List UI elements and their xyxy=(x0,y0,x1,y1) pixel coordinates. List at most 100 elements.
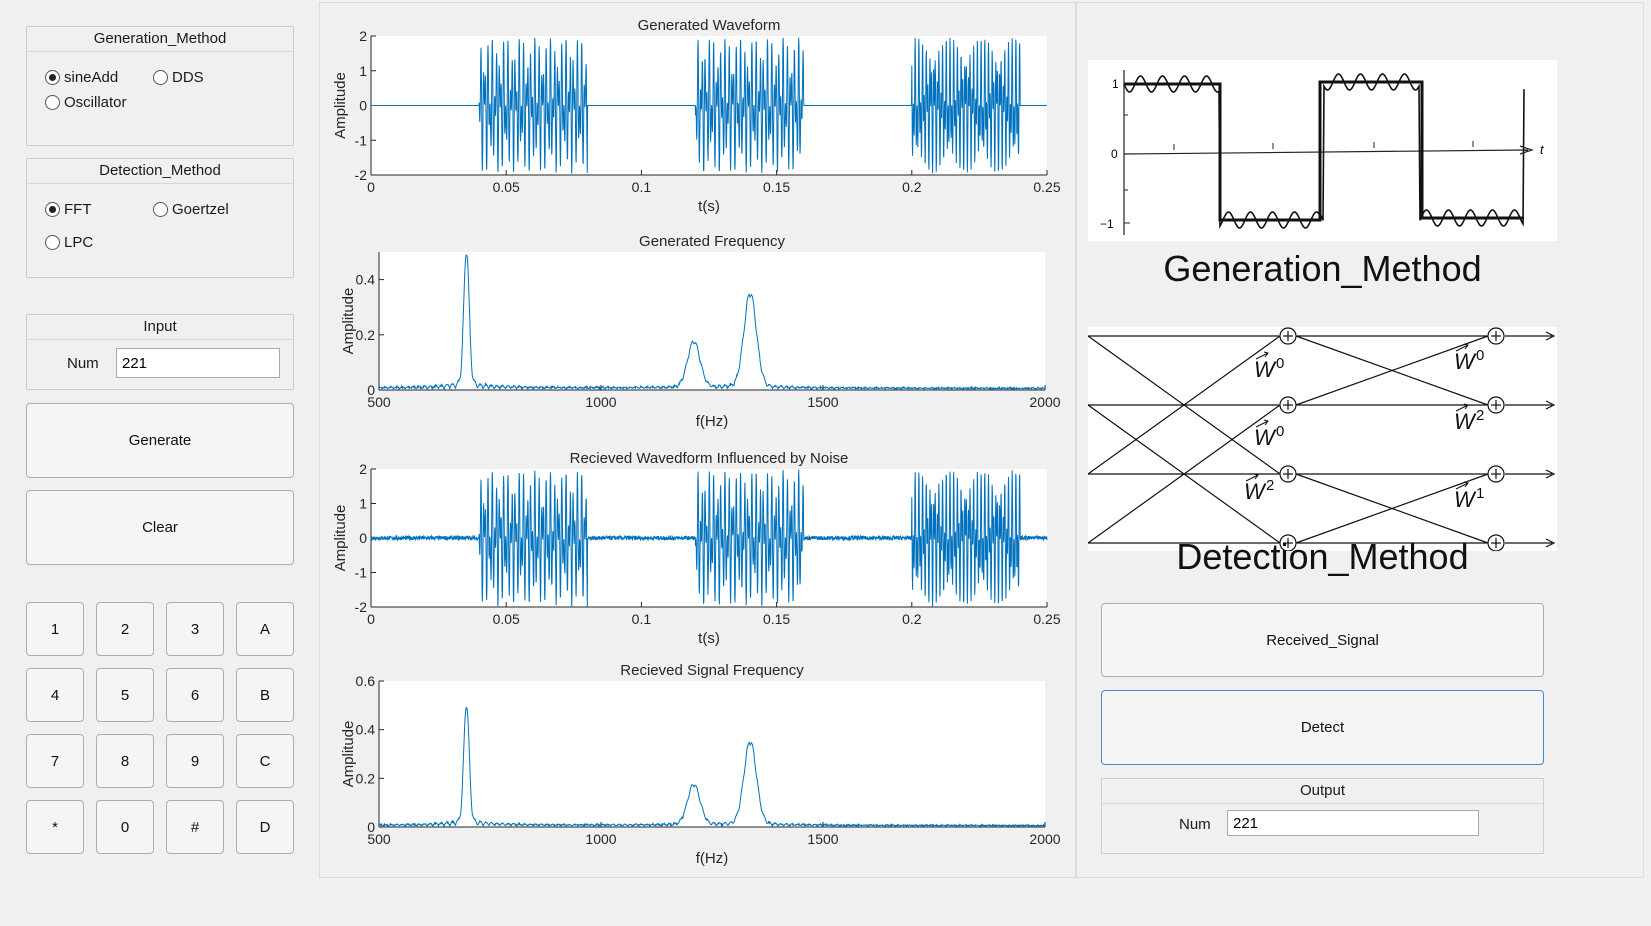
radio-dot[interactable] xyxy=(45,202,60,217)
radio-dot[interactable] xyxy=(153,70,168,85)
x-tick-label: 0.15 xyxy=(763,611,790,627)
clear-button[interactable]: Clear xyxy=(26,490,294,565)
radio-dot[interactable] xyxy=(45,95,60,110)
radio-dot[interactable] xyxy=(45,70,60,85)
x-tick-label: 0.2 xyxy=(902,179,922,195)
sq-tick-neg1: −1 xyxy=(1100,217,1114,231)
received-signal-button[interactable]: Received_Signal xyxy=(1101,603,1544,677)
x-tick-label: 0 xyxy=(367,611,375,627)
twiddle-exponent-4: 2 xyxy=(1476,407,1484,424)
input-num-field[interactable] xyxy=(116,348,280,378)
detection-method-image-label: Detection_Method xyxy=(1176,536,1469,577)
radio-label: Goertzel xyxy=(172,201,229,218)
y-tick-label: -1 xyxy=(355,565,368,581)
x-tick-label: 0.05 xyxy=(493,179,520,195)
radio-sineadd[interactable]: sineAdd xyxy=(45,69,118,86)
x-axis-label: f(Hz) xyxy=(696,413,729,430)
x-axis-label: t(s) xyxy=(698,630,720,647)
keypad-key[interactable]: 8 xyxy=(96,734,154,788)
sq-axis-t: t xyxy=(1540,142,1545,157)
keypad-key[interactable]: A xyxy=(236,602,294,656)
y-tick-label: 0.2 xyxy=(356,327,376,343)
keypad-key[interactable]: 4 xyxy=(26,668,84,722)
detection-method-group: Detection_Method FFT Goertzel LPC xyxy=(26,158,294,278)
sq-tick-0: 0 xyxy=(1111,147,1118,161)
twiddle-exponent-2: 2 xyxy=(1266,477,1274,494)
x-tick-label: 500 xyxy=(367,831,391,847)
twiddle-factor-4: W xyxy=(1454,409,1477,434)
keypad-key[interactable]: * xyxy=(26,800,84,854)
keypad-key[interactable]: 0 xyxy=(96,800,154,854)
input-group: Input Num xyxy=(26,314,294,390)
y-tick-label: 0.4 xyxy=(356,722,376,738)
radio-label: FFT xyxy=(64,201,92,218)
square-wave-image: 1 0 −1 t xyxy=(1088,60,1557,241)
twiddle-factor-3: W xyxy=(1454,349,1477,374)
keypad-key[interactable]: 3 xyxy=(166,602,224,656)
keypad-key[interactable]: 7 xyxy=(26,734,84,788)
chart-title: Generated Frequency xyxy=(639,233,785,250)
keypad-key[interactable]: 2 xyxy=(96,602,154,656)
y-axis-label: Amplitude xyxy=(332,72,349,139)
twiddle-factor-0: W xyxy=(1254,357,1277,382)
chart-title: Generated Waveform xyxy=(638,17,781,34)
x-axis-label: f(Hz) xyxy=(696,850,729,867)
generate-button[interactable]: Generate xyxy=(26,403,294,478)
twiddle-factor-2: W xyxy=(1244,479,1267,504)
twiddle-exponent-0: 0 xyxy=(1276,355,1284,372)
radio-goertzel[interactable]: Goertzel xyxy=(153,201,229,218)
twiddle-factor-1: W xyxy=(1254,425,1277,450)
twiddle-exponent-1: 0 xyxy=(1276,423,1284,440)
keypad-key[interactable]: 6 xyxy=(166,668,224,722)
y-tick-label: -2 xyxy=(355,167,368,183)
x-axis-label: t(s) xyxy=(698,198,720,215)
output-num-label: Num xyxy=(1179,816,1211,833)
plot-area xyxy=(379,681,1045,827)
keypad-key[interactable]: # xyxy=(166,800,224,854)
radio-dot[interactable] xyxy=(45,235,60,250)
x-tick-label: 2000 xyxy=(1029,831,1060,847)
chart-1: 500 1000 1500 2000 0 0.2 0.4 Generated Frequenc… xyxy=(340,233,1061,430)
x-tick-label: 500 xyxy=(367,394,391,410)
radio-oscillator[interactable]: Oscillator xyxy=(45,94,127,111)
twiddle-exponent-3: 0 xyxy=(1476,347,1484,364)
output-num-field[interactable] xyxy=(1227,810,1479,836)
x-tick-label: 0.2 xyxy=(902,611,922,627)
radio-fft[interactable]: FFT xyxy=(45,201,92,218)
radio-label: sineAdd xyxy=(64,69,119,86)
y-tick-label: 0 xyxy=(367,819,375,835)
keypad-key[interactable]: C xyxy=(236,734,294,788)
chart-3: 500 1000 1500 2000 0 0.2 0.4 0.6 Recieved Signal… xyxy=(340,662,1061,867)
radio-dds[interactable]: DDS xyxy=(153,69,204,86)
y-axis-label: Amplitude xyxy=(340,721,357,788)
detect-button[interactable]: Detect xyxy=(1101,690,1544,765)
keypad-key[interactable]: B xyxy=(236,668,294,722)
y-tick-label: 2 xyxy=(359,28,367,44)
data-line xyxy=(378,254,1046,392)
radio-dot[interactable] xyxy=(153,202,168,217)
y-tick-label: -1 xyxy=(355,132,368,148)
sq-tick-1: 1 xyxy=(1112,77,1119,91)
keypad-key[interactable]: 9 xyxy=(166,734,224,788)
generation-method-group: Generation_Method sineAdd DDS Oscillator xyxy=(26,26,294,146)
keypad-key[interactable]: D xyxy=(236,800,294,854)
x-tick-label: 1500 xyxy=(807,394,838,410)
chart-0: 0 0.05 0.1 0.15 0.2 0.25 -2 -1 0 1 2 Generated Wave… xyxy=(332,17,1061,215)
x-tick-label: 0.1 xyxy=(632,611,652,627)
keypad-key[interactable]: 5 xyxy=(96,668,154,722)
x-tick-label: 1500 xyxy=(807,831,838,847)
output-group: Output Num xyxy=(1101,778,1544,854)
radio-lpc[interactable]: LPC xyxy=(45,234,93,251)
chart-2: 0 0.05 0.1 0.15 0.2 0.25 -2 -1 0 1 2 Recieved Waved… xyxy=(332,450,1061,647)
x-tick-label: 0 xyxy=(367,179,375,195)
generation-method-image-label: Generation_Method xyxy=(1163,248,1482,289)
x-tick-label: 0.25 xyxy=(1033,611,1060,627)
y-axis-label: Amplitude xyxy=(332,505,349,572)
keypad-key[interactable]: 1 xyxy=(26,602,84,656)
x-tick-label: 1000 xyxy=(585,394,616,410)
x-tick-label: 0.05 xyxy=(493,611,520,627)
radio-label: Oscillator xyxy=(64,94,127,111)
y-axis-label: Amplitude xyxy=(340,288,357,355)
radio-label: LPC xyxy=(64,234,94,251)
